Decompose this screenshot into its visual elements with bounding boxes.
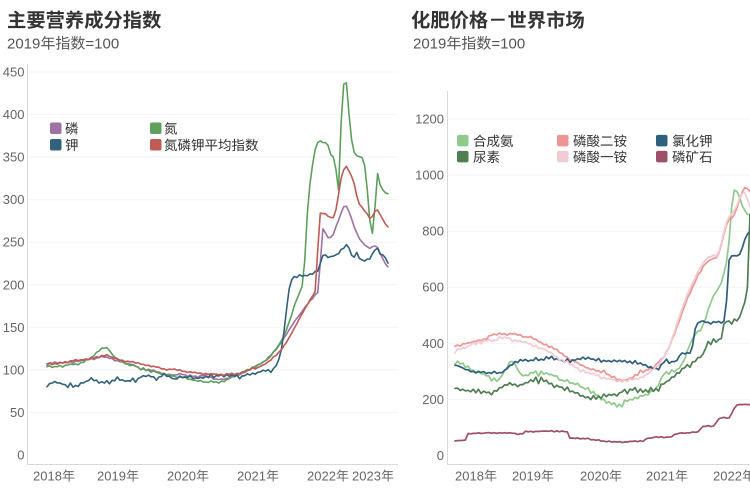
- svg-text:250: 250: [3, 235, 25, 250]
- svg-text:350: 350: [3, 150, 25, 165]
- svg-text:300: 300: [3, 192, 25, 207]
- svg-text:2021: 2021: [646, 469, 675, 484]
- svg-text:2022: 2022: [307, 469, 336, 484]
- svg-text:2021: 2021: [237, 469, 266, 484]
- svg-text:0: 0: [437, 448, 444, 463]
- svg-text:=100: =100: [491, 36, 525, 53]
- svg-text:2019: 2019: [512, 469, 541, 484]
- svg-text:450: 450: [3, 65, 25, 80]
- svg-text:2018: 2018: [33, 469, 62, 484]
- svg-text:100: 100: [3, 362, 25, 377]
- svg-text:150: 150: [3, 320, 25, 335]
- svg-text:=100: =100: [85, 36, 119, 53]
- svg-text:800: 800: [422, 224, 444, 239]
- svg-text:2022: 2022: [713, 469, 742, 484]
- svg-text:400: 400: [3, 107, 25, 122]
- svg-text:2019: 2019: [413, 36, 446, 53]
- svg-text:0: 0: [17, 448, 24, 463]
- svg-text:2023: 2023: [352, 469, 381, 484]
- svg-text:200: 200: [422, 392, 444, 407]
- svg-text:2018: 2018: [455, 469, 484, 484]
- svg-text:1000: 1000: [415, 168, 444, 183]
- svg-text:2019: 2019: [97, 469, 126, 484]
- svg-text:600: 600: [422, 280, 444, 295]
- svg-text:2019: 2019: [7, 36, 40, 53]
- svg-text:200: 200: [3, 277, 25, 292]
- svg-text:2020: 2020: [167, 469, 196, 484]
- svg-text:50: 50: [10, 405, 24, 420]
- svg-text:400: 400: [422, 336, 444, 351]
- svg-text:2020: 2020: [580, 469, 609, 484]
- svg-text:1200: 1200: [415, 112, 444, 127]
